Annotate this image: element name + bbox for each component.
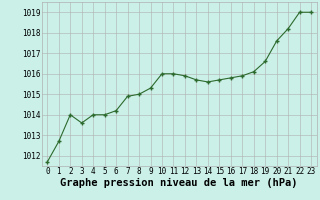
X-axis label: Graphe pression niveau de la mer (hPa): Graphe pression niveau de la mer (hPa) bbox=[60, 178, 298, 188]
